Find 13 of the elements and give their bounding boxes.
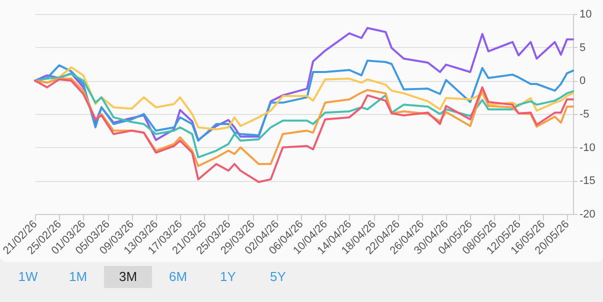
text: 6M	[168, 268, 188, 286]
y-tick-label: 10	[580, 8, 592, 20]
text: 1Y	[219, 268, 237, 286]
text: 1M	[68, 268, 88, 286]
y-tick-label: -20	[580, 208, 596, 220]
y-tick-label: 5	[580, 42, 586, 54]
text: 5Y	[269, 268, 287, 286]
y-tick-label: -5	[580, 108, 590, 120]
text: 1W	[17, 268, 39, 286]
y-tick-label: -10	[580, 142, 596, 154]
y-tick-label: -15	[580, 175, 596, 188]
text: 3M	[104, 266, 152, 288]
y-tick-label: 0	[580, 75, 586, 88]
